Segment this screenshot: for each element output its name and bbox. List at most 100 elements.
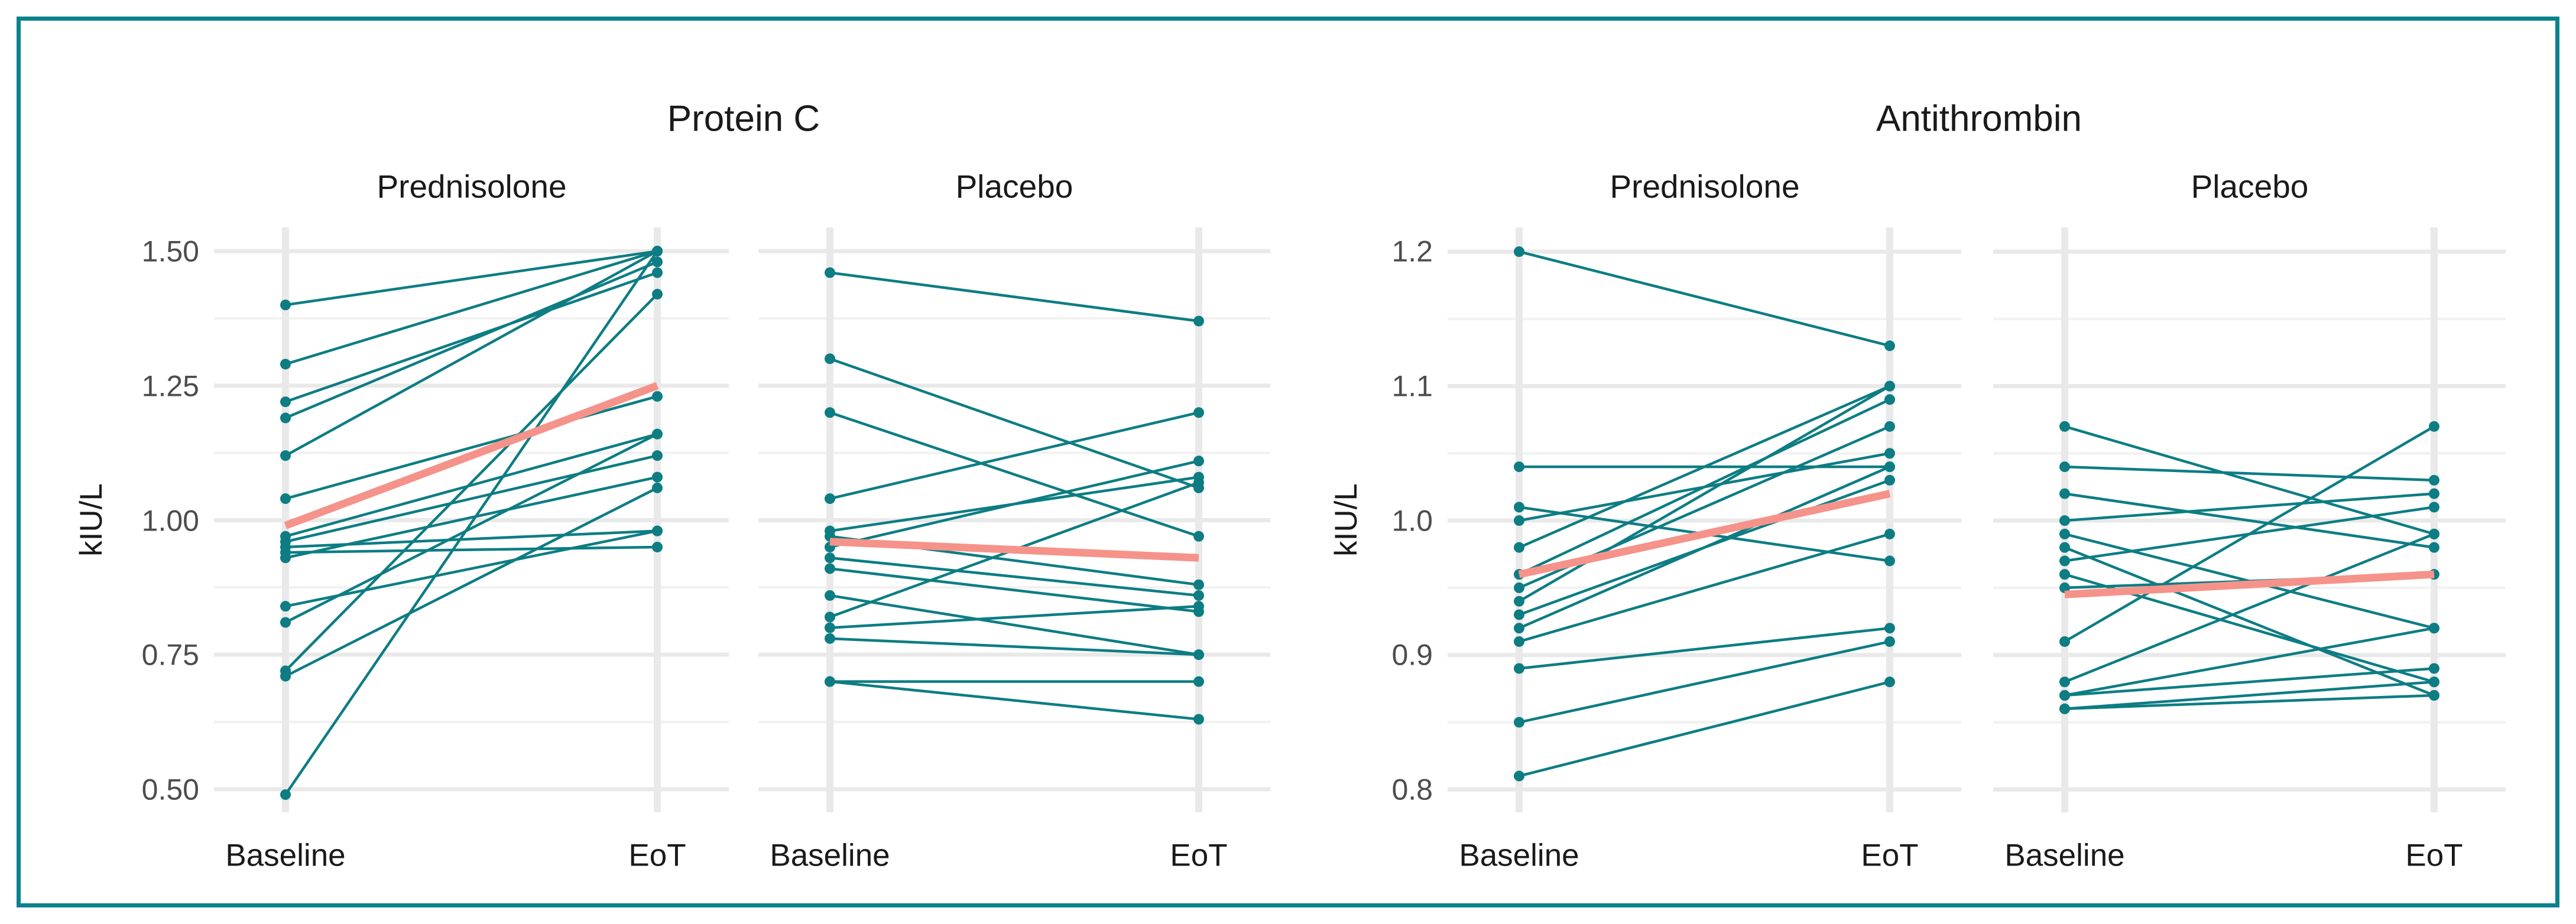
subject-line <box>2064 465 2435 482</box>
mean-line <box>829 538 1199 562</box>
data-point-baseline <box>1514 515 1524 526</box>
data-point-baseline <box>2059 488 2070 499</box>
data-point-eot <box>2429 542 2439 553</box>
data-point-baseline <box>2059 421 2070 432</box>
subject-line <box>1519 681 1890 777</box>
subject-line <box>285 545 658 554</box>
data-point-baseline <box>2059 528 2070 539</box>
subject-line <box>2064 425 2435 536</box>
mean-line <box>284 382 659 529</box>
data-point-eot <box>652 391 663 402</box>
xlabel-p4-eot: EoT <box>2405 838 2463 873</box>
data-point-eot <box>2429 421 2439 432</box>
subject-line <box>829 271 1199 323</box>
data-point-eot <box>1884 555 1895 567</box>
data-point-eot <box>652 450 663 461</box>
xlabel-p2-eot: EoT <box>1170 838 1227 873</box>
xlabel-p4-baseline: Baseline <box>2004 838 2124 873</box>
subject-line <box>285 261 658 419</box>
subject-line <box>1518 385 1891 603</box>
subject-line <box>285 529 658 608</box>
data-point-eot <box>1193 531 1204 542</box>
data-point-baseline <box>280 359 291 370</box>
data-point-baseline <box>825 353 835 365</box>
data-point-eot <box>2429 690 2439 701</box>
data-point-baseline <box>825 633 835 644</box>
subject-line <box>2064 626 2435 697</box>
ytick-at-3: 1.0 <box>1391 505 1433 538</box>
subject-line <box>2064 667 2435 697</box>
ytick-at-5: 0.8 <box>1391 773 1433 806</box>
subject-line <box>285 249 658 307</box>
data-point-baseline <box>1514 596 1524 607</box>
data-point-eot <box>652 471 663 483</box>
y-axis-title-right: kIU/L <box>1329 483 1364 557</box>
subject-line <box>829 556 1199 597</box>
subject-line <box>2064 546 2435 697</box>
data-point-baseline <box>1514 717 1524 728</box>
figure-border <box>17 17 2559 907</box>
mean-line <box>1518 490 1891 578</box>
data-point-eot <box>1884 528 1895 539</box>
data-point-eot <box>652 541 663 552</box>
subject-line <box>1519 466 1890 630</box>
data-point-baseline <box>825 622 835 633</box>
data-point-baseline <box>1514 663 1524 674</box>
subject-line <box>829 460 1199 549</box>
subject-line <box>284 486 658 678</box>
data-point-eot <box>1884 448 1895 459</box>
data-point-baseline <box>2059 703 2070 714</box>
data-point-eot <box>1884 474 1895 486</box>
data-point-baseline <box>825 611 835 623</box>
group-title-antithrombin: Antithrombin <box>1876 99 2082 139</box>
data-point-eot <box>1884 340 1895 352</box>
subject-line <box>285 249 658 366</box>
subject-line <box>1519 626 1890 670</box>
data-point-eot <box>652 482 663 493</box>
data-point-baseline <box>280 450 291 461</box>
subject-line <box>2064 492 2435 522</box>
ytick-pc-3: 1.00 <box>142 505 199 538</box>
data-point-baseline <box>280 552 291 564</box>
data-point-baseline <box>2059 542 2070 553</box>
data-point-eot <box>1193 601 1204 612</box>
data-point-baseline <box>1514 609 1524 620</box>
ytick-at-4: 0.9 <box>1391 639 1433 672</box>
subtitle-antithrombin-placebo: Placebo <box>2191 168 2309 204</box>
xlabel-p1-baseline: Baseline <box>225 838 345 873</box>
data-point-baseline <box>280 300 291 311</box>
ytick-pc-2: 1.25 <box>142 370 199 403</box>
subject-line <box>284 293 658 672</box>
data-point-eot <box>1193 590 1204 601</box>
subject-line <box>284 250 658 457</box>
data-point-baseline <box>1514 246 1524 257</box>
data-point-baseline <box>825 563 835 574</box>
ytick-at-1: 1.2 <box>1391 235 1433 268</box>
xlabel-p2-baseline: Baseline <box>770 838 890 873</box>
data-point-baseline <box>2059 461 2070 473</box>
subject-line <box>829 567 1199 613</box>
data-point-baseline <box>1514 582 1524 593</box>
data-point-eot <box>1884 623 1895 634</box>
data-point-eot <box>2429 502 2439 513</box>
data-point-baseline <box>2059 690 2070 701</box>
data-point-baseline <box>2059 582 2070 593</box>
data-point-eot <box>652 267 663 278</box>
ytick-at-2: 1.1 <box>1391 370 1433 403</box>
subject-line <box>1519 250 1890 347</box>
data-point-baseline <box>280 789 291 800</box>
subject-line <box>1519 640 1890 724</box>
data-point-baseline <box>825 267 835 278</box>
subject-line <box>1519 398 1890 576</box>
data-point-eot <box>2429 528 2439 539</box>
data-point-eot <box>2429 474 2439 486</box>
data-point-baseline <box>2059 515 2070 526</box>
ytick-pc-1: 1.50 <box>142 235 199 268</box>
subject-line <box>2064 425 2435 643</box>
subject-line <box>829 604 1199 629</box>
subject-line <box>2064 532 2435 684</box>
data-point-eot <box>2429 488 2439 499</box>
xlabel-p1-eot: EoT <box>628 838 686 873</box>
ytick-pc-4: 0.75 <box>142 639 199 672</box>
